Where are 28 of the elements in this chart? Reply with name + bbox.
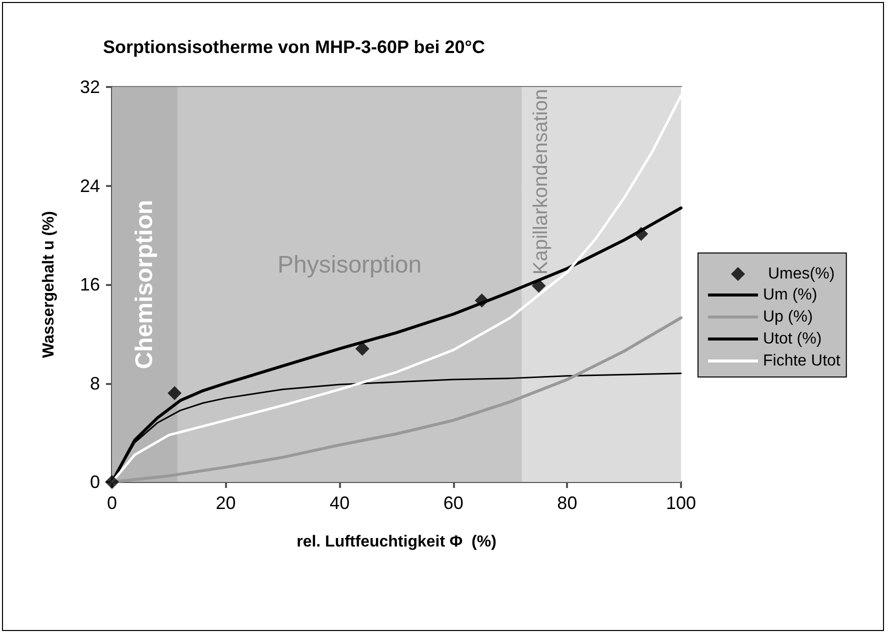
y-axis-title: Wassergehalt u (%) bbox=[40, 211, 58, 358]
x-tick-label: 100 bbox=[666, 493, 696, 513]
y-tick-label: 8 bbox=[90, 373, 100, 394]
x-tick-label: 80 bbox=[557, 493, 578, 513]
y-tick-label: 16 bbox=[80, 274, 100, 294]
x-tick-label: 60 bbox=[443, 493, 464, 513]
x-tick-label: 40 bbox=[330, 493, 350, 513]
y-tick-label: 32 bbox=[80, 77, 100, 97]
band-label: Physisorption bbox=[278, 251, 422, 278]
point bbox=[168, 386, 182, 400]
point bbox=[634, 226, 648, 241]
legend-label: Utot (%) bbox=[763, 330, 822, 348]
band-label: Chemisorption bbox=[131, 200, 158, 370]
point bbox=[355, 342, 370, 356]
chart-title: Sorptionsisotherme von MHP-3-60P bei 20°C bbox=[103, 37, 485, 57]
legend-label: Fichte Utot bbox=[763, 352, 841, 370]
point bbox=[474, 294, 489, 308]
x-tick-label: 0 bbox=[106, 493, 118, 513]
band-label: Kapillarkondensation bbox=[530, 88, 552, 275]
legend-label: Umes(%) bbox=[768, 266, 835, 282]
legend-label: Up (%) bbox=[763, 308, 813, 326]
x-tick-label: 20 bbox=[216, 493, 236, 513]
point bbox=[532, 278, 546, 293]
y-tick-label: 24 bbox=[80, 176, 100, 196]
legend-label: Um (%) bbox=[763, 286, 818, 304]
y-tick-label: 0 bbox=[90, 472, 100, 492]
x-axis-title: rel. Luftfeuchtigkeit Φ (%) bbox=[296, 534, 496, 550]
point bbox=[105, 475, 119, 489]
